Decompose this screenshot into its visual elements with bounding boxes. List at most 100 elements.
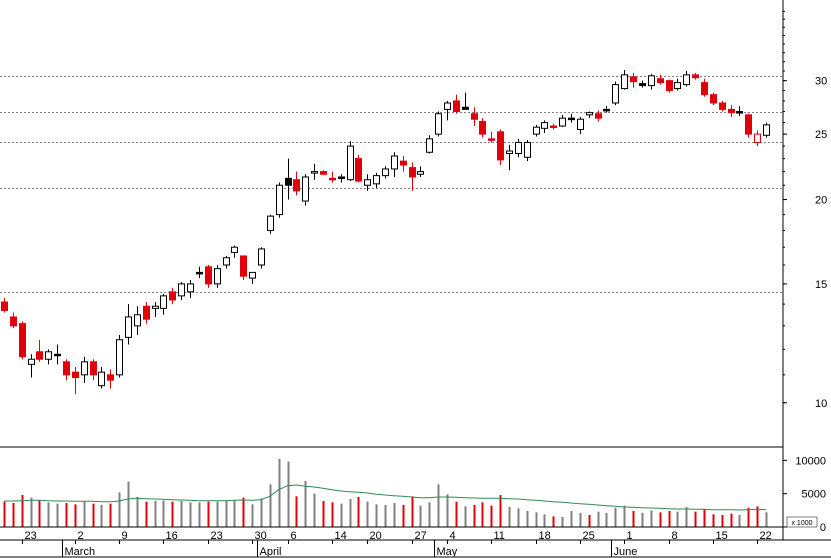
candle [54, 344, 61, 365]
candle-body [214, 268, 221, 285]
candle-body [745, 114, 752, 135]
candle [231, 245, 238, 258]
candle [107, 369, 114, 389]
candle [196, 266, 203, 279]
price-tick-label: 30 [815, 76, 827, 88]
candle-body [107, 374, 114, 381]
day-label: 23 [25, 530, 37, 542]
candle-body [205, 266, 212, 285]
candle [90, 359, 97, 381]
volume-ma-line [4, 484, 767, 511]
candle-body [692, 74, 699, 79]
price-tick-label: 25 [815, 129, 827, 141]
candle-body [515, 141, 522, 155]
candle-body [364, 179, 371, 186]
candle-body [152, 305, 159, 309]
candle [524, 140, 531, 162]
candle-body [258, 248, 265, 266]
candle-body [754, 133, 761, 143]
day-label: 15 [716, 530, 728, 542]
candle [568, 113, 575, 123]
candle [116, 335, 123, 378]
candle-body [143, 305, 150, 320]
price-tick-label: 15 [815, 279, 827, 291]
candle-body [426, 138, 433, 153]
candle-body [276, 184, 283, 216]
candle [479, 118, 486, 138]
candle [692, 72, 699, 80]
candle [471, 107, 478, 127]
candle [603, 106, 610, 113]
candle-body [435, 113, 442, 135]
candle [586, 111, 593, 119]
volume-unit-box [786, 516, 818, 528]
candle-body [293, 179, 300, 192]
candle-body [666, 80, 673, 92]
candle [595, 110, 602, 122]
candle [666, 79, 673, 93]
candle-body [462, 106, 469, 110]
candle [98, 366, 105, 389]
candle-body [36, 351, 43, 360]
month-label: April [260, 546, 282, 558]
candle-body [763, 124, 770, 136]
candle-body [45, 351, 52, 360]
candle [648, 73, 655, 90]
candle-body [657, 78, 664, 84]
candle [639, 80, 646, 88]
day-label: 16 [166, 530, 178, 542]
candle-body [81, 361, 88, 376]
candle-body [736, 111, 743, 114]
candle-body [19, 323, 26, 358]
candle-body [72, 371, 79, 379]
candle [28, 354, 35, 378]
candle [701, 78, 708, 97]
candle [81, 356, 88, 383]
candle [347, 141, 354, 182]
candle-body [391, 155, 398, 170]
price-tick-labels: 30 25 20 15 10 [783, 10, 827, 410]
candle [533, 124, 540, 137]
candle-body [568, 117, 575, 121]
candle-body [471, 113, 478, 120]
candle [240, 255, 247, 281]
candle [409, 162, 416, 191]
candle-body [63, 361, 70, 376]
candle [710, 92, 717, 106]
candle-body [559, 117, 566, 127]
candle [267, 214, 274, 234]
candle [417, 166, 424, 177]
candle-body [409, 167, 416, 178]
candle [728, 105, 735, 118]
candle [214, 264, 221, 288]
candle [169, 287, 176, 305]
day-label: 25 [583, 530, 595, 542]
candle-body [373, 175, 380, 185]
candle [435, 111, 442, 137]
candle [462, 92, 469, 110]
candle-body [719, 102, 726, 110]
candle [223, 255, 230, 269]
candle [612, 81, 619, 106]
candle-body [28, 358, 35, 365]
candle-body [125, 316, 132, 338]
month-label: May [437, 546, 458, 558]
candle-body [488, 138, 495, 141]
price-tick-label: 10 [815, 398, 827, 410]
day-label: 6 [291, 530, 297, 542]
candle [426, 135, 433, 154]
candle-body [249, 271, 256, 279]
volume-tick-label: 0 [820, 522, 826, 534]
candle [329, 171, 336, 183]
candle [36, 339, 43, 362]
volume-moving-average [4, 484, 767, 511]
candle [506, 144, 513, 171]
candle [311, 163, 318, 180]
candle [320, 170, 327, 175]
candle-body [453, 100, 460, 113]
candle-body [577, 118, 584, 130]
candle-body [338, 176, 345, 179]
